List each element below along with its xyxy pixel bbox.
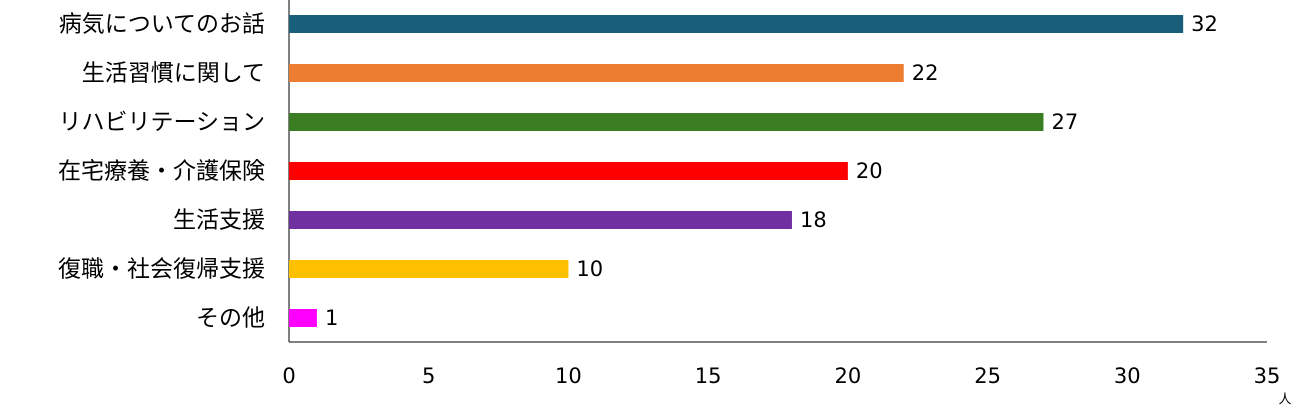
category-label: 生活支援	[173, 208, 265, 234]
category-label: 在宅療養・介護保険	[58, 159, 265, 185]
x-tick-label: 20	[834, 364, 861, 388]
bar	[289, 260, 569, 278]
x-tick-label: 0	[282, 364, 295, 388]
value-label: 20	[856, 159, 883, 183]
bar	[289, 162, 848, 180]
x-tick-label: 25	[974, 364, 1001, 388]
bar	[289, 113, 1044, 131]
x-tick-label: 35	[1254, 364, 1281, 388]
bar	[289, 15, 1184, 33]
value-label: 18	[800, 208, 827, 232]
x-tick-label: 10	[555, 364, 582, 388]
category-label: リハビリテーション	[58, 110, 265, 136]
value-label: 27	[1051, 110, 1078, 134]
category-label: 生活習慣に関して	[82, 61, 265, 87]
x-unit: 人	[1278, 393, 1291, 408]
x-tick-label: 30	[1114, 364, 1141, 388]
value-label: 1	[325, 306, 338, 330]
category-label: その他	[196, 306, 265, 332]
x-tick-label: 5	[422, 364, 435, 388]
x-tick-label: 15	[695, 364, 722, 388]
value-label: 22	[912, 61, 939, 85]
value-label: 32	[1191, 12, 1218, 36]
bar	[289, 309, 317, 327]
bar	[289, 64, 904, 82]
bar	[289, 211, 792, 229]
category-label: 復職・社会復帰支援	[58, 257, 265, 283]
value-label: 10	[576, 257, 603, 281]
category-label: 病気についてのお話	[59, 12, 265, 38]
